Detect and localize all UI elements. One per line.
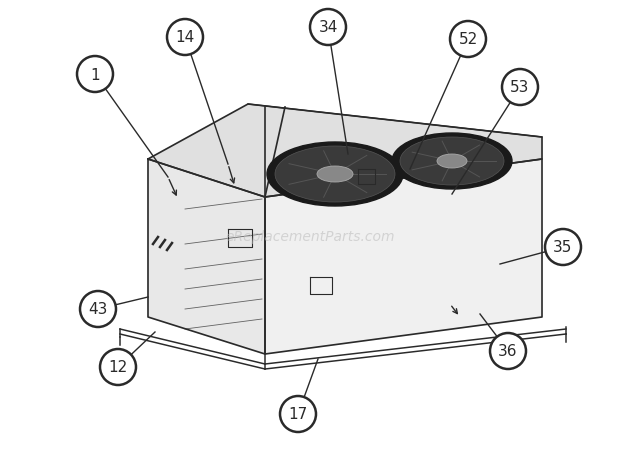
Ellipse shape — [490, 333, 526, 369]
Polygon shape — [148, 105, 542, 197]
Text: 36: 36 — [498, 344, 518, 359]
Text: 12: 12 — [108, 360, 128, 374]
Text: 53: 53 — [510, 81, 529, 95]
Polygon shape — [148, 160, 265, 354]
Text: 52: 52 — [458, 32, 477, 47]
Ellipse shape — [280, 396, 316, 432]
Ellipse shape — [450, 22, 486, 58]
Text: 43: 43 — [88, 302, 108, 317]
Ellipse shape — [545, 229, 581, 265]
Ellipse shape — [502, 70, 538, 106]
Text: 1: 1 — [90, 67, 100, 82]
Text: 35: 35 — [553, 240, 573, 255]
Text: 34: 34 — [318, 20, 338, 35]
Ellipse shape — [400, 138, 504, 186]
Ellipse shape — [317, 167, 353, 182]
Ellipse shape — [167, 20, 203, 56]
Ellipse shape — [100, 349, 136, 385]
Text: 17: 17 — [288, 407, 308, 422]
Ellipse shape — [310, 10, 346, 46]
Ellipse shape — [80, 291, 116, 327]
Ellipse shape — [392, 134, 512, 190]
Ellipse shape — [267, 143, 403, 207]
Ellipse shape — [437, 155, 467, 169]
Ellipse shape — [77, 57, 113, 93]
Text: 14: 14 — [175, 30, 195, 46]
Text: eReplacementParts.com: eReplacementParts.com — [225, 230, 395, 243]
Ellipse shape — [275, 147, 395, 202]
Polygon shape — [265, 160, 542, 354]
